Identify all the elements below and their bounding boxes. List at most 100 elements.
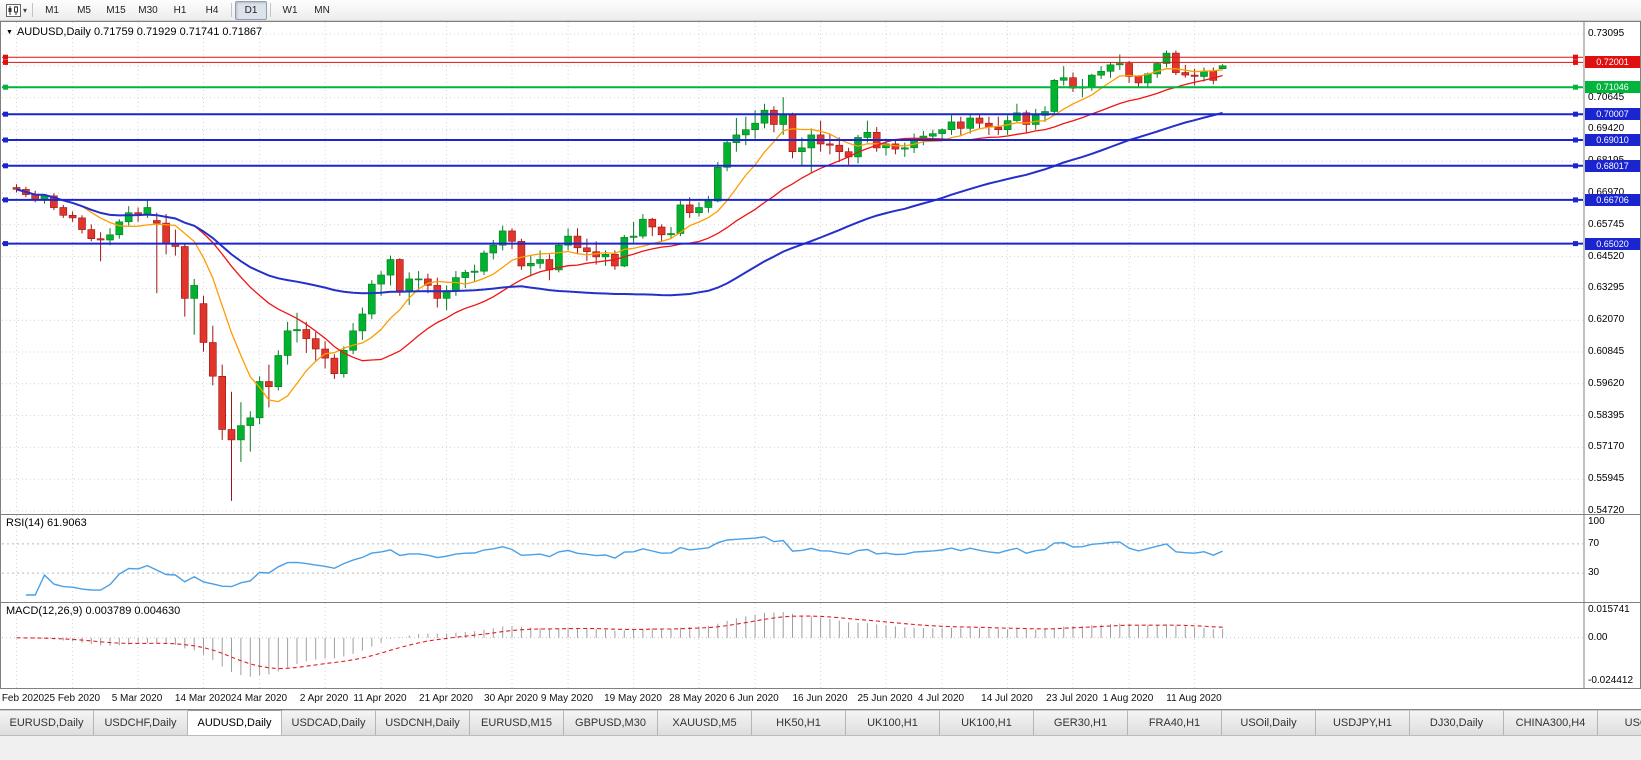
- line-handle[interactable]: [3, 163, 8, 169]
- collapse-arrow-icon[interactable]: ▼: [6, 28, 13, 36]
- tf-button-h1[interactable]: H1: [173, 4, 187, 16]
- rsi-panel[interactable]: RSI(14) 61.9063 100 70 30: [0, 514, 1641, 603]
- date-label: 21 Apr 2020: [419, 693, 473, 704]
- line-handle[interactable]: [1573, 54, 1578, 60]
- price-tick-label: 0.70645: [1588, 92, 1625, 103]
- MA-slow-line: [16, 111, 1223, 297]
- tf-button-w1[interactable]: W1: [282, 4, 298, 16]
- line-handle[interactable]: [1573, 84, 1578, 90]
- price-line-badge: 0.65020: [1585, 238, 1640, 250]
- date-label: 25 Feb 2020: [43, 693, 101, 704]
- line-handle[interactable]: [1573, 163, 1578, 169]
- tab-usoil-daily[interactable]: USOil,Daily: [1222, 710, 1316, 735]
- macd-label: MACD(12,26,9) 0.003789 0.004630: [6, 605, 181, 617]
- date-label: 14 Mar 2020: [174, 693, 232, 704]
- rsi-grid-layer: [2, 515, 1583, 603]
- chart-tabs-bar: EURUSD,Daily USDCHF,Daily AUDUSD,Daily USDC…: [0, 710, 1641, 736]
- tab-eurusd-daily[interactable]: EURUSD,Daily: [0, 710, 94, 735]
- rsi-axis-label: 30: [1588, 567, 1600, 578]
- date-label: 2 Apr 2020: [299, 693, 349, 704]
- date-label: 11 Aug 2020: [1166, 693, 1222, 704]
- tf-button-m5[interactable]: M5: [77, 4, 91, 16]
- line-handle[interactable]: [3, 241, 8, 247]
- date-label: 5 Mar 2020: [111, 693, 163, 704]
- line-handle[interactable]: [3, 197, 8, 203]
- tf-button-m1[interactable]: M1: [45, 4, 59, 16]
- line-handle[interactable]: [1573, 197, 1578, 203]
- toolbar-separator: [270, 3, 272, 17]
- date-label: 6 Jun 2020: [729, 693, 779, 704]
- line-handle[interactable]: [3, 111, 8, 117]
- toolbar-separator: [231, 3, 233, 17]
- MA-mid-line: [16, 74, 1223, 362]
- price-tick-label: 0.66970: [1588, 187, 1625, 198]
- line-handle[interactable]: [1573, 137, 1578, 143]
- timeframe-toolbar: ▾ M1 M5 M15 M30 H1 H4 D1 W1 MN: [0, 0, 1641, 21]
- candlestick-chart-icon[interactable]: [3, 1, 23, 19]
- tab-dj30-daily[interactable]: DJ30,Daily: [1410, 710, 1504, 735]
- line-handle[interactable]: [3, 84, 8, 90]
- tab-eurusd-m15[interactable]: EURUSD,M15: [470, 710, 564, 735]
- chart-menu-caret-icon[interactable]: ▾: [23, 5, 28, 15]
- tab-usdjpy-h1[interactable]: USDJPY,H1: [1316, 710, 1410, 735]
- date-label: 28 May 2020: [669, 693, 727, 704]
- macd-signal-line: [16, 615, 1223, 670]
- date-label: 25 Jun 2020: [857, 693, 913, 704]
- price-tick-label: 0.69420: [1588, 123, 1625, 134]
- price-tick-label: 0.54720: [1588, 505, 1625, 516]
- macd-axis-label: 0.015741: [1588, 604, 1630, 615]
- price-tick-label: 0.63295: [1588, 282, 1625, 293]
- tab-china300-h4[interactable]: CHINA300,H4: [1504, 710, 1598, 735]
- rsi-chart-area[interactable]: [1, 515, 1640, 603]
- date-label: 4 Jul 2020: [917, 693, 965, 704]
- line-handle[interactable]: [1573, 59, 1578, 65]
- price-tick-label: 0.58395: [1588, 410, 1625, 421]
- tf-button-m15[interactable]: M15: [106, 4, 126, 16]
- line-handle[interactable]: [3, 59, 8, 65]
- price-tick-label: 0.59620: [1588, 378, 1625, 389]
- price-line-badge: 0.66706: [1585, 194, 1640, 206]
- price-tick-label: 0.62070: [1588, 314, 1625, 325]
- rsi-axis: 100 70 30: [1, 515, 1640, 602]
- line-handle[interactable]: [3, 137, 8, 143]
- date-label: 30 Apr 2020: [484, 693, 538, 704]
- horizontal-lines-layer[interactable]: [2, 54, 1583, 247]
- tab-hk50-h1[interactable]: HK50,H1: [752, 710, 846, 735]
- date-label: 16 Jun 2020: [792, 693, 848, 704]
- line-handle[interactable]: [1573, 111, 1578, 117]
- tab-xauusd-m5[interactable]: XAUUSD,M5: [658, 710, 752, 735]
- price-tick-label: 0.60845: [1588, 346, 1625, 357]
- date-label: 1 Aug 2020: [1102, 693, 1154, 704]
- rsi-line: [25, 536, 1223, 596]
- line-handle[interactable]: [3, 54, 8, 60]
- tab-fra40-h1[interactable]: FRA40,H1: [1128, 710, 1222, 735]
- date-label: 24 Mar 2020: [230, 693, 288, 704]
- tf-button-h4[interactable]: H4: [205, 4, 219, 16]
- price-chart-panel[interactable]: ▼ AUDUSD,Daily 0.71759 0.71929 0.71741 0…: [0, 21, 1641, 516]
- tf-button-m30[interactable]: M30: [138, 4, 158, 16]
- price-axis[interactable]: 0.730950.718700.706450.694200.681950.669…: [1, 22, 1640, 516]
- price-tick-label: 0.57170: [1588, 441, 1625, 452]
- tab-audusd-daily[interactable]: AUDUSD,Daily: [188, 710, 282, 735]
- line-handle[interactable]: [1573, 241, 1578, 247]
- macd-chart-area[interactable]: [1, 603, 1640, 689]
- price-line-badge: 0.71046: [1585, 81, 1640, 93]
- macd-panel[interactable]: MACD(12,26,9) 0.003789 0.004630 0.015741…: [0, 602, 1641, 689]
- tab-ger30-h1[interactable]: GER30,H1: [1034, 710, 1128, 735]
- tab-uk100-h1[interactable]: UK100,H1: [846, 710, 940, 735]
- tf-button-d1[interactable]: D1: [235, 0, 268, 20]
- macd-axis-label: 0.00: [1588, 632, 1608, 643]
- tf-button-mn[interactable]: MN: [314, 4, 330, 16]
- tab-usdcnh-daily[interactable]: USDCNH,Daily: [376, 710, 470, 735]
- price-line-badge: 0.68017: [1585, 160, 1640, 172]
- rsi-label: RSI(14) 61.9063: [6, 517, 87, 529]
- tab-gbpusd-m30[interactable]: GBPUSD,M30: [564, 710, 658, 735]
- MA-fast-line: [16, 68, 1223, 403]
- tab-usdcad-daily[interactable]: USDCAD,Daily: [282, 710, 376, 735]
- tab-usoil-d[interactable]: USOil,D: [1598, 710, 1641, 735]
- candlestick-chart-area[interactable]: [1, 22, 1640, 515]
- tab-uk100-h1[interactable]: UK100,H1: [940, 710, 1034, 735]
- moving-averages-layer: [16, 68, 1223, 403]
- tab-usdchf-daily[interactable]: USDCHF,Daily: [94, 710, 188, 735]
